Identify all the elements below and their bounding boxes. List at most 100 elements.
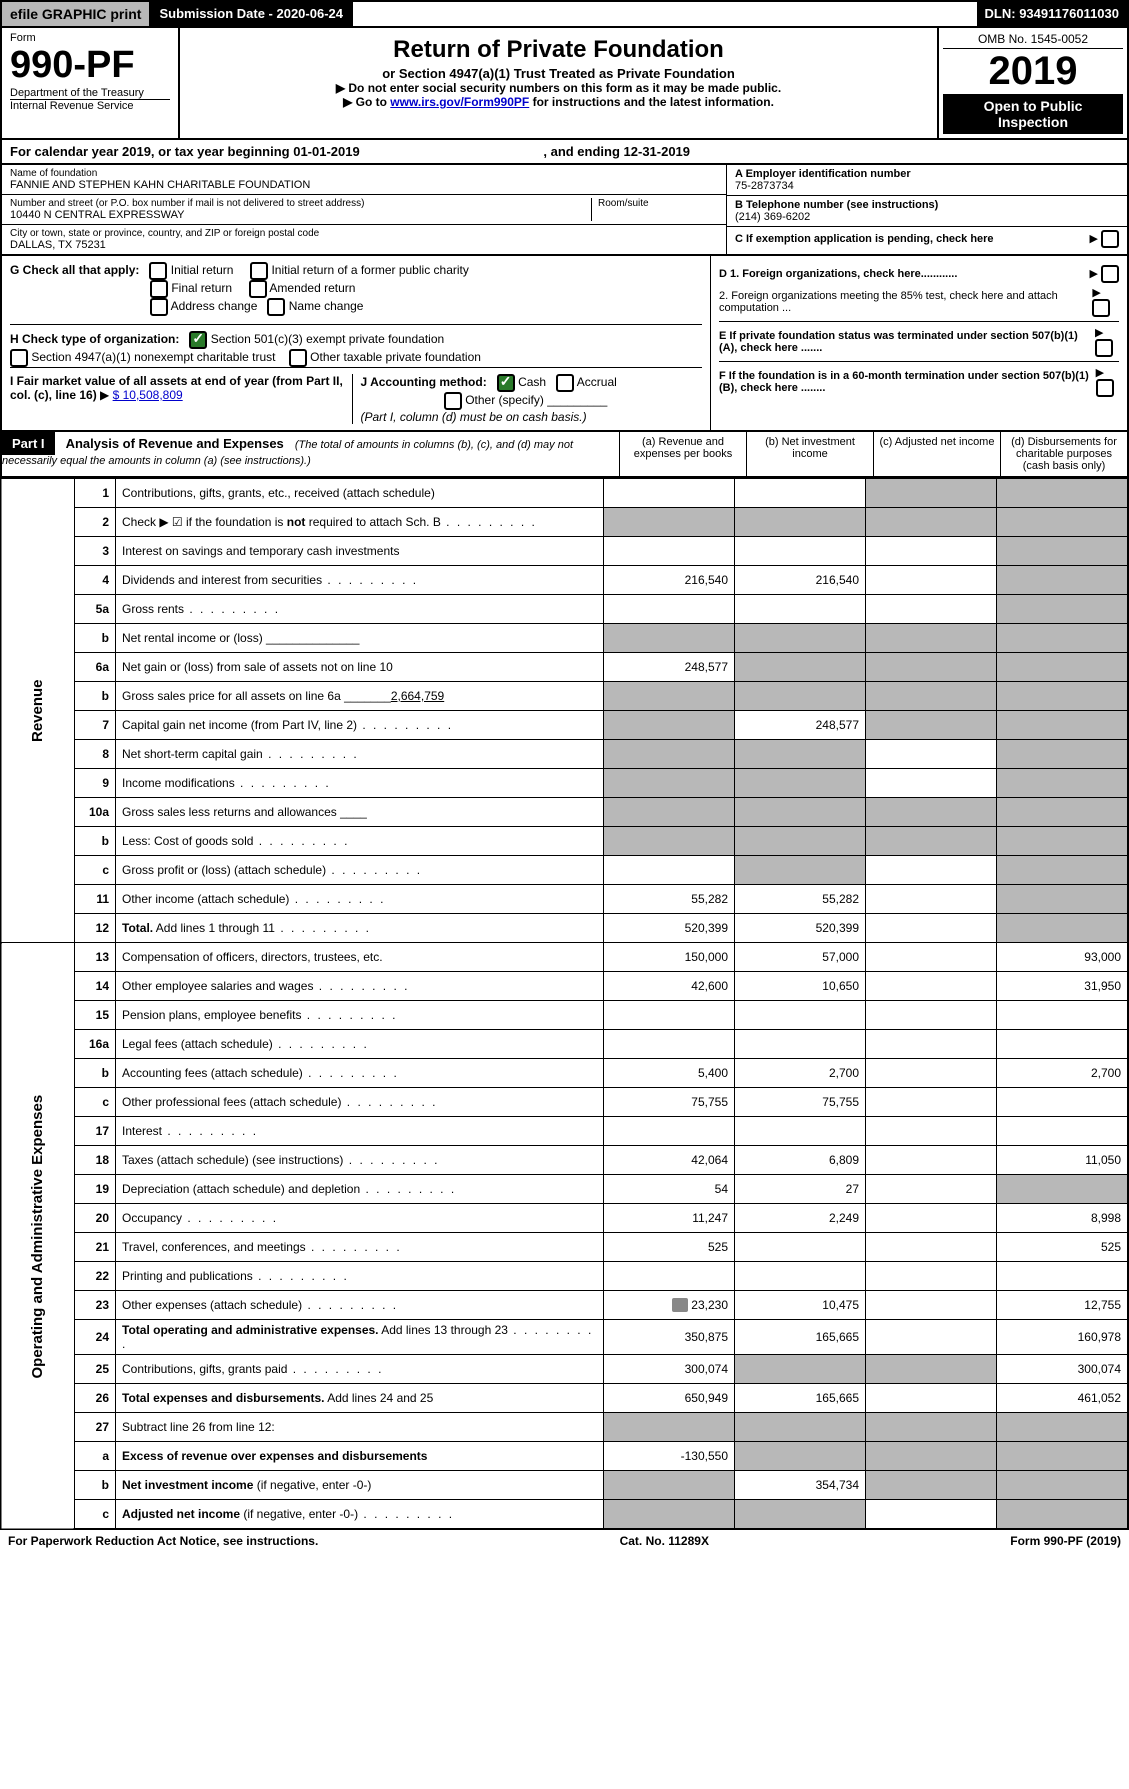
cell-value: 216,540 (604, 566, 735, 595)
line-description: Interest (116, 1117, 604, 1146)
initial-return-checkbox[interactable] (149, 262, 167, 280)
cell-value (735, 1413, 866, 1442)
d1-label: D 1. Foreign organizations, check here..… (719, 268, 957, 280)
cell-value (866, 1175, 997, 1204)
line-number: 9 (75, 769, 116, 798)
efile-print-button[interactable]: efile GRAPHIC print (2, 2, 151, 26)
cell-value: 54 (604, 1175, 735, 1204)
cell-value (735, 740, 866, 769)
addr-label: Number and street (or P.O. box number if… (10, 198, 591, 209)
cell-value (997, 1413, 1129, 1442)
cell-value (997, 1030, 1129, 1059)
4947a1-checkbox[interactable] (10, 349, 28, 367)
line-description: Other professional fees (attach schedule… (116, 1088, 604, 1117)
open-to-public: Open to Public Inspection (943, 94, 1123, 134)
phone-label: B Telephone number (see instructions) (735, 199, 938, 211)
exemption-checkbox[interactable] (1101, 230, 1119, 248)
cell-value (866, 595, 997, 624)
name-change-checkbox[interactable] (267, 298, 285, 316)
line-number: 2 (75, 508, 116, 537)
cell-value: -130,550 (604, 1442, 735, 1471)
cell-value: 248,577 (604, 653, 735, 682)
d1-checkbox[interactable] (1101, 265, 1119, 283)
line-description: Taxes (attach schedule) (see instruction… (116, 1146, 604, 1175)
j-note: (Part I, column (d) must be on cash basi… (361, 410, 587, 424)
cell-value (997, 682, 1129, 711)
table-row: 15Pension plans, employee benefits (1, 1001, 1128, 1030)
cell-value (997, 566, 1129, 595)
cell-value (997, 1262, 1129, 1291)
cell-value (997, 914, 1129, 943)
line-number: 21 (75, 1233, 116, 1262)
cell-value: 248,577 (735, 711, 866, 740)
line-description: Income modifications (116, 769, 604, 798)
cell-value (735, 1355, 866, 1384)
amended-return-checkbox[interactable] (249, 280, 267, 298)
cell-value (735, 479, 866, 508)
cell-value (997, 595, 1129, 624)
form-word: Form (10, 32, 36, 44)
irs-link[interactable]: www.irs.gov/Form990PF (390, 95, 529, 109)
table-row: bAccounting fees (attach schedule)5,4002… (1, 1059, 1128, 1088)
cell-value (866, 740, 997, 769)
line-number: 16a (75, 1030, 116, 1059)
address-change-checkbox[interactable] (150, 298, 168, 316)
other-taxable-checkbox[interactable] (289, 349, 307, 367)
table-row: bNet rental income or (loss) ___________… (1, 624, 1128, 653)
table-row: cOther professional fees (attach schedul… (1, 1088, 1128, 1117)
cell-value (997, 885, 1129, 914)
d2-checkbox[interactable] (1092, 299, 1110, 317)
cell-value (866, 1001, 997, 1030)
cell-value (735, 1500, 866, 1530)
cell-value (997, 1442, 1129, 1471)
cell-value: 10,475 (735, 1291, 866, 1320)
col-d-header: (d) Disbursements for charitable purpose… (1000, 432, 1127, 476)
cell-value (997, 537, 1129, 566)
cell-value (735, 595, 866, 624)
line-number: 6a (75, 653, 116, 682)
cell-value (997, 624, 1129, 653)
city-state-zip: DALLAS, TX 75231 (10, 239, 106, 251)
cell-value (735, 1262, 866, 1291)
accrual-checkbox[interactable] (556, 374, 574, 392)
table-row: Revenue1Contributions, gifts, grants, et… (1, 479, 1128, 508)
table-row: 27Subtract line 26 from line 12: (1, 1413, 1128, 1442)
other-method-checkbox[interactable] (444, 392, 462, 410)
cell-value: 6,809 (735, 1146, 866, 1175)
cell-value (997, 1175, 1129, 1204)
cell-value: 42,600 (604, 972, 735, 1001)
cash-checkbox[interactable] (497, 374, 515, 392)
table-row: 4Dividends and interest from securities2… (1, 566, 1128, 595)
final-return-checkbox[interactable] (150, 280, 168, 298)
501c3-checkbox[interactable] (189, 331, 207, 349)
cell-value (866, 914, 997, 943)
line-number: 19 (75, 1175, 116, 1204)
cell-value (735, 769, 866, 798)
cell-value: 12,755 (997, 1291, 1129, 1320)
table-row: 7Capital gain net income (from Part IV, … (1, 711, 1128, 740)
dept-treasury: Department of the Treasury (10, 87, 170, 99)
line-description: Total expenses and disbursements. Add li… (116, 1384, 604, 1413)
cell-value (735, 1117, 866, 1146)
cell-value (735, 508, 866, 537)
line-description: Gross profit or (loss) (attach schedule) (116, 856, 604, 885)
cell-value (604, 508, 735, 537)
submission-date: Submission Date - 2020-06-24 (151, 2, 353, 26)
attachment-icon[interactable] (672, 1298, 688, 1312)
cell-value (997, 1471, 1129, 1500)
f-checkbox[interactable] (1096, 379, 1114, 397)
line-description: Other expenses (attach schedule) (116, 1291, 604, 1320)
cell-value (604, 479, 735, 508)
cell-value (997, 508, 1129, 537)
cell-value (604, 856, 735, 885)
cell-value (604, 827, 735, 856)
line-description: Total operating and administrative expen… (116, 1320, 604, 1355)
table-row: aExcess of revenue over expenses and dis… (1, 1442, 1128, 1471)
fmv-value[interactable]: $ 10,508,809 (113, 388, 183, 402)
part1-header: Part I Analysis of Revenue and Expenses … (0, 432, 1129, 478)
table-row: 2Check ▶ ☑ if the foundation is not requ… (1, 508, 1128, 537)
e-checkbox[interactable] (1095, 339, 1113, 357)
initial-former-checkbox[interactable] (250, 262, 268, 280)
line-description: Total. Add lines 1 through 11 (116, 914, 604, 943)
line-number: b (75, 624, 116, 653)
